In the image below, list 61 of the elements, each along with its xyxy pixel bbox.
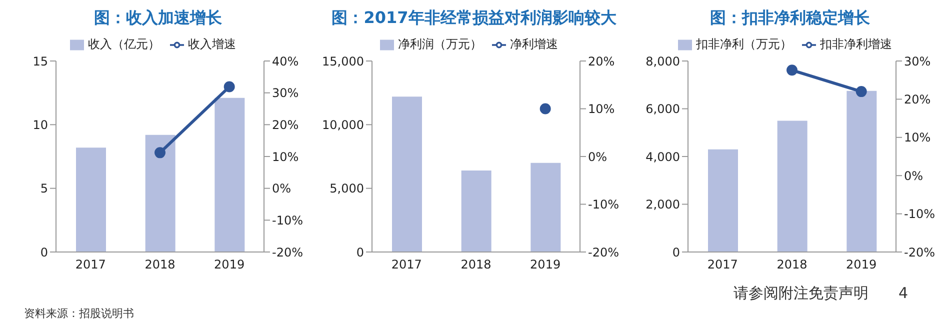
legend-label: 收入增速	[188, 37, 236, 51]
x-tick-label: 2019	[846, 258, 877, 272]
y-tick-label: 0	[672, 245, 680, 260]
x-tick-label: 2017	[391, 258, 422, 272]
x-tick-label: 2019	[214, 258, 245, 272]
y2-tick-label: 10%	[904, 130, 931, 145]
x-tick-label: 2019	[530, 258, 561, 272]
y2-tick-label: 0%	[588, 150, 608, 164]
y2-tick-label: 10%	[272, 150, 299, 164]
legend-label: 净利增速	[510, 37, 558, 51]
bar	[530, 162, 561, 252]
y2-tick-label: -20%	[272, 245, 304, 260]
bar	[461, 170, 492, 252]
bar	[708, 149, 738, 252]
y-tick-label: 0	[356, 245, 364, 260]
y2-tick-label: -10%	[904, 207, 936, 222]
y2-tick-label: -10%	[272, 213, 304, 228]
y-tick-label: 8,000	[646, 54, 680, 68]
x-tick-label: 2018	[776, 258, 808, 272]
y-tick-label: 0	[40, 245, 48, 260]
y2-tick-label: 0%	[272, 182, 292, 196]
text: 4	[898, 284, 908, 303]
y-tick-label: 4,000	[646, 150, 680, 164]
legend-label: 扣非净利（万元）	[696, 37, 792, 51]
y2-tick-label: 30%	[904, 54, 931, 68]
text: 请参阅附注免责声明	[733, 284, 868, 303]
x-tick-label: 2017	[707, 258, 738, 272]
y2-tick-label: -20%	[588, 245, 620, 260]
x-tick-label: 2018	[460, 258, 492, 272]
legend-label: 扣非净利增速	[820, 37, 892, 51]
text: 资料来源：招股说明书	[24, 306, 134, 321]
bar	[392, 96, 422, 252]
bar	[846, 90, 877, 252]
y2-tick-label: 20%	[272, 118, 299, 132]
y-tick-label: 15	[32, 54, 48, 68]
y-tick-label: 5	[40, 182, 48, 196]
y2-tick-label: 40%	[272, 54, 299, 68]
chart-title: 图：扣非净利稳定增长	[709, 8, 871, 29]
y-tick-label: 2,000	[646, 198, 680, 212]
y2-tick-label: 20%	[904, 92, 931, 106]
legend-label: 收入（亿元）	[88, 37, 160, 51]
y2-tick-label: 30%	[272, 86, 299, 100]
y2-tick-label: 20%	[588, 54, 615, 68]
y-tick-label: 10	[32, 118, 48, 132]
y2-tick-label: -20%	[904, 245, 936, 260]
y-tick-label: 10,000	[322, 118, 364, 132]
bar	[777, 120, 808, 252]
x-tick-label: 2017	[75, 258, 106, 272]
y-tick-label: 6,000	[646, 102, 680, 116]
y-tick-label: 5,000	[330, 182, 364, 196]
bar	[76, 148, 106, 252]
chart-title: 图：2017年非经常损益对利润影响较大	[330, 8, 618, 29]
bar	[214, 98, 245, 252]
bar	[145, 134, 176, 252]
legend-label: 净利润（万元）	[398, 37, 482, 51]
y2-tick-label: 10%	[588, 102, 615, 116]
y2-tick-label: -10%	[588, 198, 620, 212]
y-tick-label: 15,000	[322, 54, 364, 68]
chart-title: 图：收入加速增长	[93, 8, 223, 29]
x-tick-label: 2018	[144, 258, 176, 272]
y2-tick-label: 0%	[904, 168, 924, 183]
